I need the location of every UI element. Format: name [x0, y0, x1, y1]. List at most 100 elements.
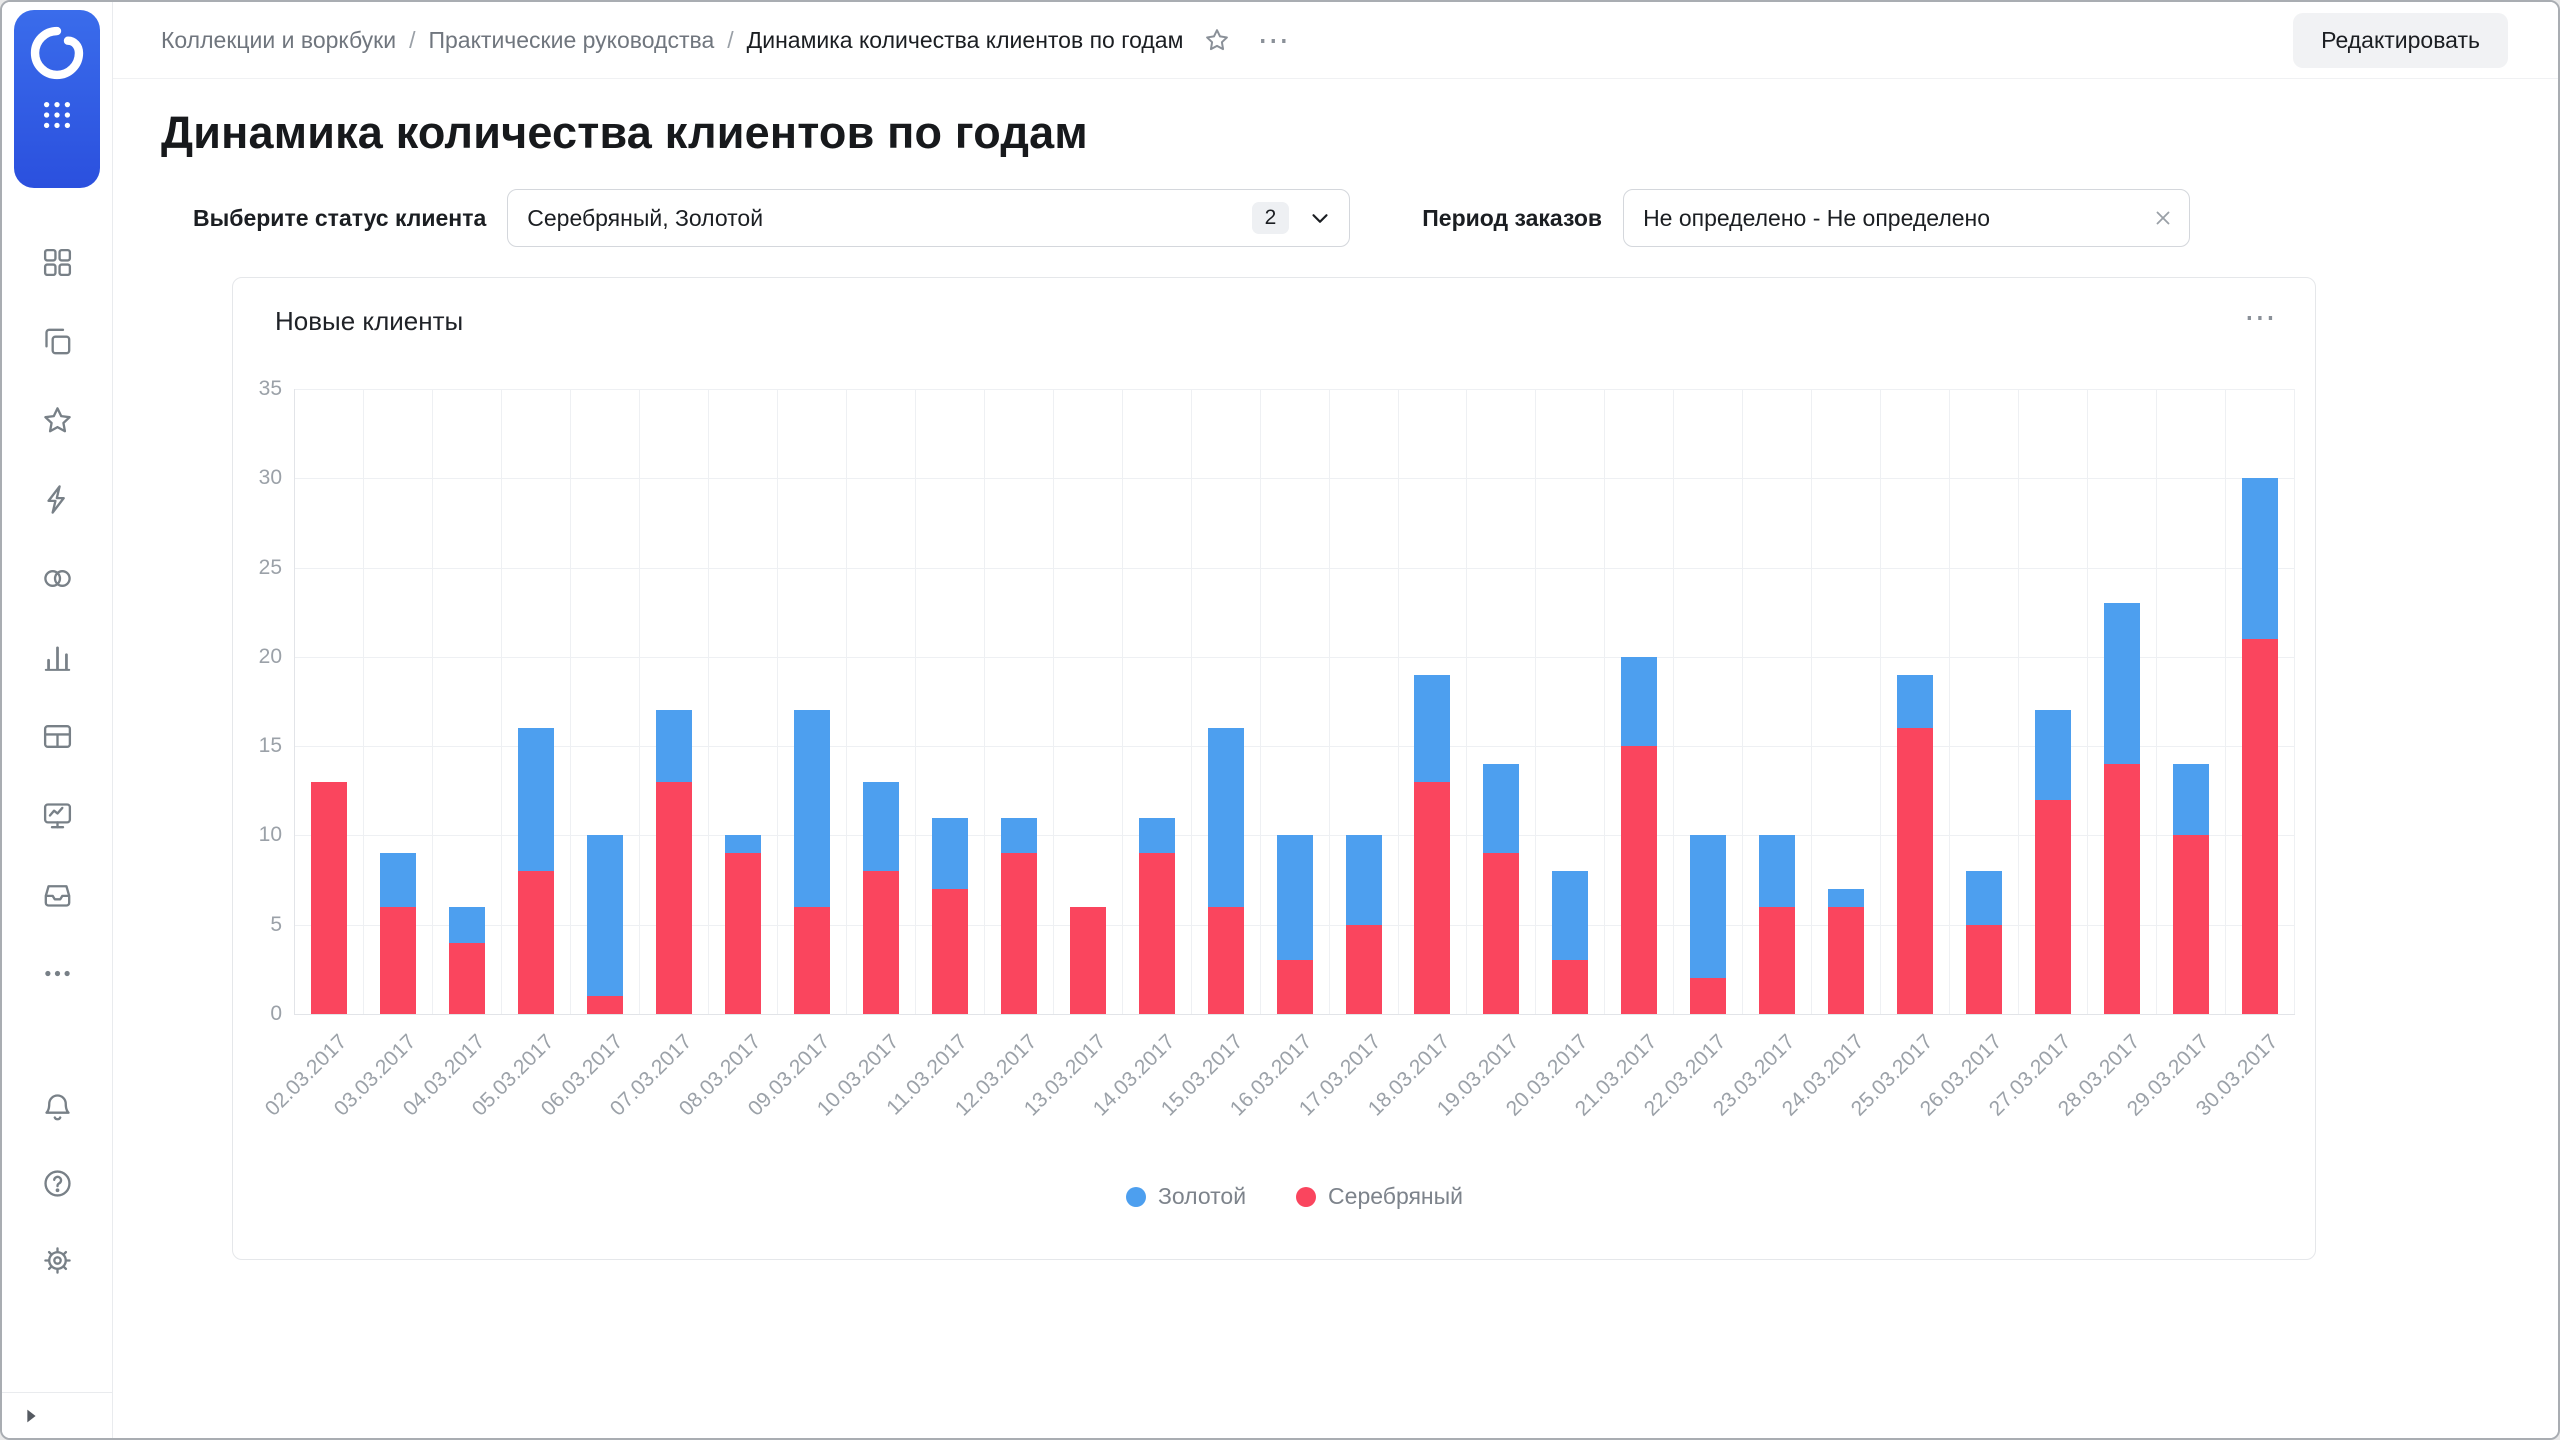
bar-segment[interactable] — [862, 871, 899, 1014]
bar-segment[interactable] — [1621, 746, 1658, 1014]
bar-segment[interactable] — [1966, 924, 2003, 1014]
stacked-bar-chart[interactable]: 0 5 10 15 20 25 30 35 02.03.2017 03.03.2017 04.03.… — [259, 377, 2296, 1121]
expand-sidebar-icon[interactable] — [20, 1405, 42, 1427]
apps-grid-icon[interactable] — [42, 100, 72, 130]
more-nav-icon[interactable] — [41, 957, 74, 990]
favorite-star-icon[interactable] — [1203, 26, 1231, 54]
bar-segment[interactable] — [517, 728, 554, 872]
bar-segment[interactable] — [1138, 817, 1175, 854]
bar-segment[interactable] — [1345, 835, 1382, 925]
bar-segment[interactable] — [2173, 764, 2210, 836]
status-select[interactable]: Серебряный, Золотой 2 — [507, 189, 1351, 247]
bar-segment[interactable] — [517, 871, 554, 1014]
chart-more-icon[interactable]: ⋯ — [2244, 299, 2277, 335]
chart-column: 09.03.2017 — [743, 389, 847, 1121]
bar-segment[interactable] — [1552, 871, 1589, 961]
bar-segment[interactable] — [1621, 656, 1658, 747]
bar-segment[interactable] — [931, 889, 968, 1014]
bar-segment[interactable] — [1690, 978, 1727, 1014]
storage-icon[interactable] — [41, 878, 74, 911]
chart-legend: Золотой Серебряный — [294, 1015, 2295, 1259]
datasets-icon[interactable] — [41, 562, 74, 595]
bar-segment[interactable] — [1897, 728, 1934, 1014]
bar-segment[interactable] — [1207, 728, 1244, 907]
chevron-down-icon[interactable] — [1307, 205, 1333, 231]
bar-segment[interactable] — [1276, 960, 1313, 1014]
bar-segment[interactable] — [1138, 853, 1175, 1014]
bar-segment[interactable] — [1897, 674, 1934, 729]
bar-segment[interactable] — [862, 781, 899, 872]
bar-segment[interactable] — [2242, 478, 2279, 639]
bar-segment[interactable] — [931, 817, 968, 889]
bar-segment[interactable] — [586, 996, 623, 1014]
bar-segment[interactable] — [1000, 817, 1037, 854]
legend-item[interactable]: Золотой — [1125, 1183, 1246, 1210]
notifications-icon[interactable] — [41, 1090, 74, 1123]
datalens-logo-block[interactable] — [14, 10, 100, 188]
bar-segment[interactable] — [448, 906, 485, 943]
chart-column: 30.03.2017 — [2192, 389, 2296, 1121]
charts-icon[interactable] — [41, 641, 74, 674]
chart-column: 19.03.2017 — [1433, 389, 1537, 1121]
bar-segment[interactable] — [2035, 799, 2072, 1014]
workbooks-icon[interactable] — [41, 325, 74, 358]
monitoring-icon[interactable] — [41, 799, 74, 832]
bar-segment[interactable] — [2104, 603, 2141, 764]
y-axis-label: 0 — [270, 1002, 282, 1025]
breadcrumb-guides[interactable]: Практические руководства — [428, 26, 715, 53]
bar-segment[interactable] — [1552, 960, 1589, 1014]
page-more-icon[interactable]: ⋯ — [1257, 22, 1291, 58]
bar-segment[interactable] — [1828, 906, 1865, 1014]
bar-segment[interactable] — [1414, 781, 1451, 1014]
bar-segment[interactable] — [2104, 764, 2141, 1014]
y-axis-label: 25 — [258, 555, 282, 579]
bar-segment[interactable] — [1069, 906, 1106, 1014]
chart-column: 23.03.2017 — [1709, 389, 1813, 1121]
bar-segment[interactable] — [586, 835, 623, 997]
datalens-logo-icon — [30, 26, 84, 80]
bar-segment[interactable] — [2242, 639, 2279, 1014]
collections-icon[interactable] — [41, 246, 74, 279]
bar-segment[interactable] — [1345, 924, 1382, 1014]
bar-segment[interactable] — [1000, 853, 1037, 1014]
settings-icon[interactable] — [41, 1244, 74, 1277]
y-axis-label: 30 — [258, 466, 282, 490]
bar-segment[interactable] — [1828, 889, 1865, 907]
chart-column: 04.03.2017 — [399, 389, 502, 1121]
bar-segment[interactable] — [1483, 853, 1520, 1014]
help-icon[interactable] — [41, 1167, 74, 1200]
bar-segment[interactable] — [1966, 871, 2003, 925]
bar-segment[interactable] — [1759, 906, 1796, 1014]
edit-button[interactable]: Редактировать — [2293, 12, 2508, 68]
bar-segment[interactable] — [1207, 906, 1244, 1014]
bar-segment[interactable] — [655, 781, 692, 1014]
clear-period-icon[interactable] — [2151, 206, 2175, 230]
chart-column: 15.03.2017 — [1157, 389, 1261, 1121]
bar-segment[interactable] — [448, 942, 485, 1014]
page-title: Динамика количества клиентов по годам — [161, 107, 1088, 158]
bar-segment[interactable] — [379, 853, 416, 907]
bar-segment[interactable] — [724, 853, 761, 1014]
favorites-icon[interactable] — [41, 404, 74, 437]
dashboards-icon[interactable] — [41, 720, 74, 753]
legend-item[interactable]: Серебряный — [1296, 1183, 1463, 1210]
bar-segment[interactable] — [793, 906, 830, 1014]
bar-segment[interactable] — [2173, 835, 2210, 1014]
chart-column: 22.03.2017 — [1640, 389, 1744, 1121]
bar-segment[interactable] — [1690, 835, 1727, 979]
period-input[interactable]: Не определено - Не определено — [1623, 189, 2191, 247]
breadcrumb-collections[interactable]: Коллекции и воркбуки — [161, 26, 397, 53]
bar-segment[interactable] — [793, 710, 830, 907]
gridline — [295, 567, 2295, 569]
bar-segment[interactable] — [1759, 835, 1796, 907]
bar-segment[interactable] — [1483, 764, 1520, 854]
bar-segment[interactable] — [379, 906, 416, 1014]
bar-segment[interactable] — [655, 710, 692, 782]
bar-segment[interactable] — [1414, 674, 1451, 782]
bar-segment[interactable] — [2035, 710, 2072, 800]
y-axis-label: 20 — [258, 644, 282, 668]
connections-icon[interactable] — [41, 483, 74, 516]
bar-segment[interactable] — [1276, 835, 1313, 961]
bar-segment[interactable] — [310, 781, 347, 1014]
bar-segment[interactable] — [724, 835, 761, 854]
